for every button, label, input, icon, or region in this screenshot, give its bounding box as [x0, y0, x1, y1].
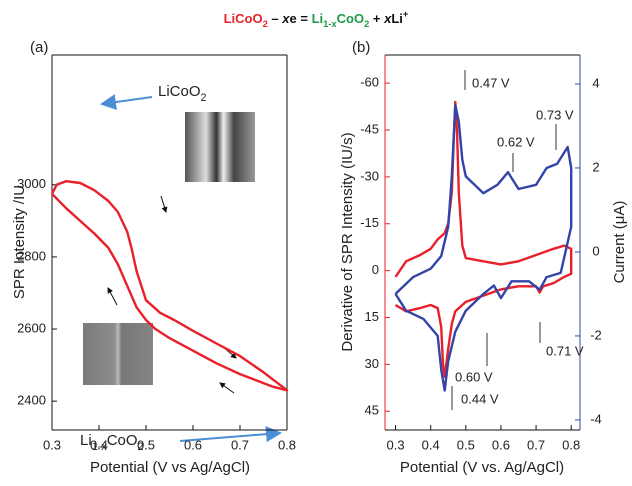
text-segment: 1-x — [323, 19, 337, 29]
text-segment: x — [383, 11, 392, 26]
text-segment: e = — [290, 11, 312, 26]
text-segment: x — [281, 11, 290, 26]
text-segment: CoO — [107, 432, 138, 449]
inset-image — [185, 112, 255, 182]
inset-image — [83, 323, 153, 385]
y-tick-label: 3000 — [17, 176, 46, 191]
x-tick-label: 0.5 — [457, 437, 475, 452]
y2-tick-label: 0 — [592, 243, 599, 258]
arrow — [219, 382, 235, 394]
y-tick-label: -45 — [360, 121, 379, 136]
x-tick-label: 0.6 — [492, 437, 510, 452]
text-segment: LiCoO — [224, 11, 263, 26]
x-tick-label: 0.4 — [422, 437, 440, 452]
panel-label: (b) — [352, 39, 370, 56]
y-tick-label: 2800 — [17, 248, 46, 263]
panel-label: (a) — [30, 39, 48, 56]
annotation: 0.73 V — [536, 107, 574, 122]
y2-tick-label: -2 — [590, 327, 602, 342]
y-axis-label: Derivative of SPR Intensity (IU/s) — [339, 132, 356, 351]
data-line — [50, 180, 289, 392]
annotation: LiCoO2 — [158, 83, 207, 104]
y-tick-label: -60 — [360, 75, 379, 90]
data-line — [394, 103, 573, 392]
text-segment: Li — [80, 432, 92, 449]
y-tick-label: 45 — [365, 403, 379, 418]
y2-axis-label: Current (μA) — [611, 201, 628, 284]
text-segment: CoO — [337, 11, 364, 26]
text-segment: 1-x — [92, 441, 108, 453]
annotation: 0.62 V — [497, 134, 535, 149]
y-tick-label: 15 — [365, 309, 379, 324]
arrow — [100, 94, 153, 110]
text-segment: + — [403, 9, 409, 19]
y-tick-label: 0 — [372, 262, 379, 277]
figure-title: LiCoO2 – xe = Li1-xCoO2 + xLi+ — [224, 9, 409, 29]
x-tick-label: 0.4 — [90, 437, 108, 452]
text-segment: + — [369, 11, 384, 26]
y2-tick-label: 4 — [592, 75, 599, 90]
x-tick-label: 0.7 — [527, 437, 545, 452]
text-segment: Li — [391, 11, 403, 26]
annotation: Li1-xCoO2 — [80, 432, 144, 453]
text-segment: – — [268, 11, 282, 26]
x-axis-label: Potential (V vs. Ag/AgCl) — [400, 459, 564, 476]
y-tick-label: 30 — [365, 356, 379, 371]
y-tick-label: -15 — [360, 215, 379, 230]
y2-tick-label: -4 — [590, 411, 602, 426]
data-line — [394, 100, 573, 379]
y2-tick-label: 2 — [592, 159, 599, 174]
x-axis-label: Potential (V vs Ag/AgCl) — [90, 459, 250, 476]
text-segment: 2 — [263, 19, 268, 29]
y-tick-label: 2400 — [17, 393, 46, 408]
arrow — [107, 287, 118, 306]
x-tick-label: 0.8 — [278, 437, 296, 452]
text-segment: 2 — [364, 19, 369, 29]
y-tick-label: -30 — [360, 168, 379, 183]
x-tick-label: 0.6 — [184, 437, 202, 452]
y-tick-label: 2600 — [17, 320, 46, 335]
y-axis-label: SPR Intensity /IU — [11, 185, 28, 299]
annotation: 0.44 V — [461, 391, 499, 406]
x-tick-label: 0.3 — [387, 437, 405, 452]
arrow — [160, 195, 168, 213]
text-segment: Li — [312, 11, 324, 26]
text-segment: 2 — [138, 441, 144, 453]
annotation: 0.47 V — [472, 75, 510, 90]
x-tick-label: 0.5 — [137, 437, 155, 452]
annotation: 0.60 V — [455, 369, 493, 384]
annotation: 0.71 V — [546, 343, 584, 358]
text-segment: 2 — [201, 92, 207, 104]
x-tick-label: 0.7 — [231, 437, 249, 452]
x-tick-label: 0.3 — [43, 437, 61, 452]
arrow — [179, 426, 282, 443]
text-segment: LiCoO — [158, 83, 201, 100]
x-tick-label: 0.8 — [562, 437, 580, 452]
